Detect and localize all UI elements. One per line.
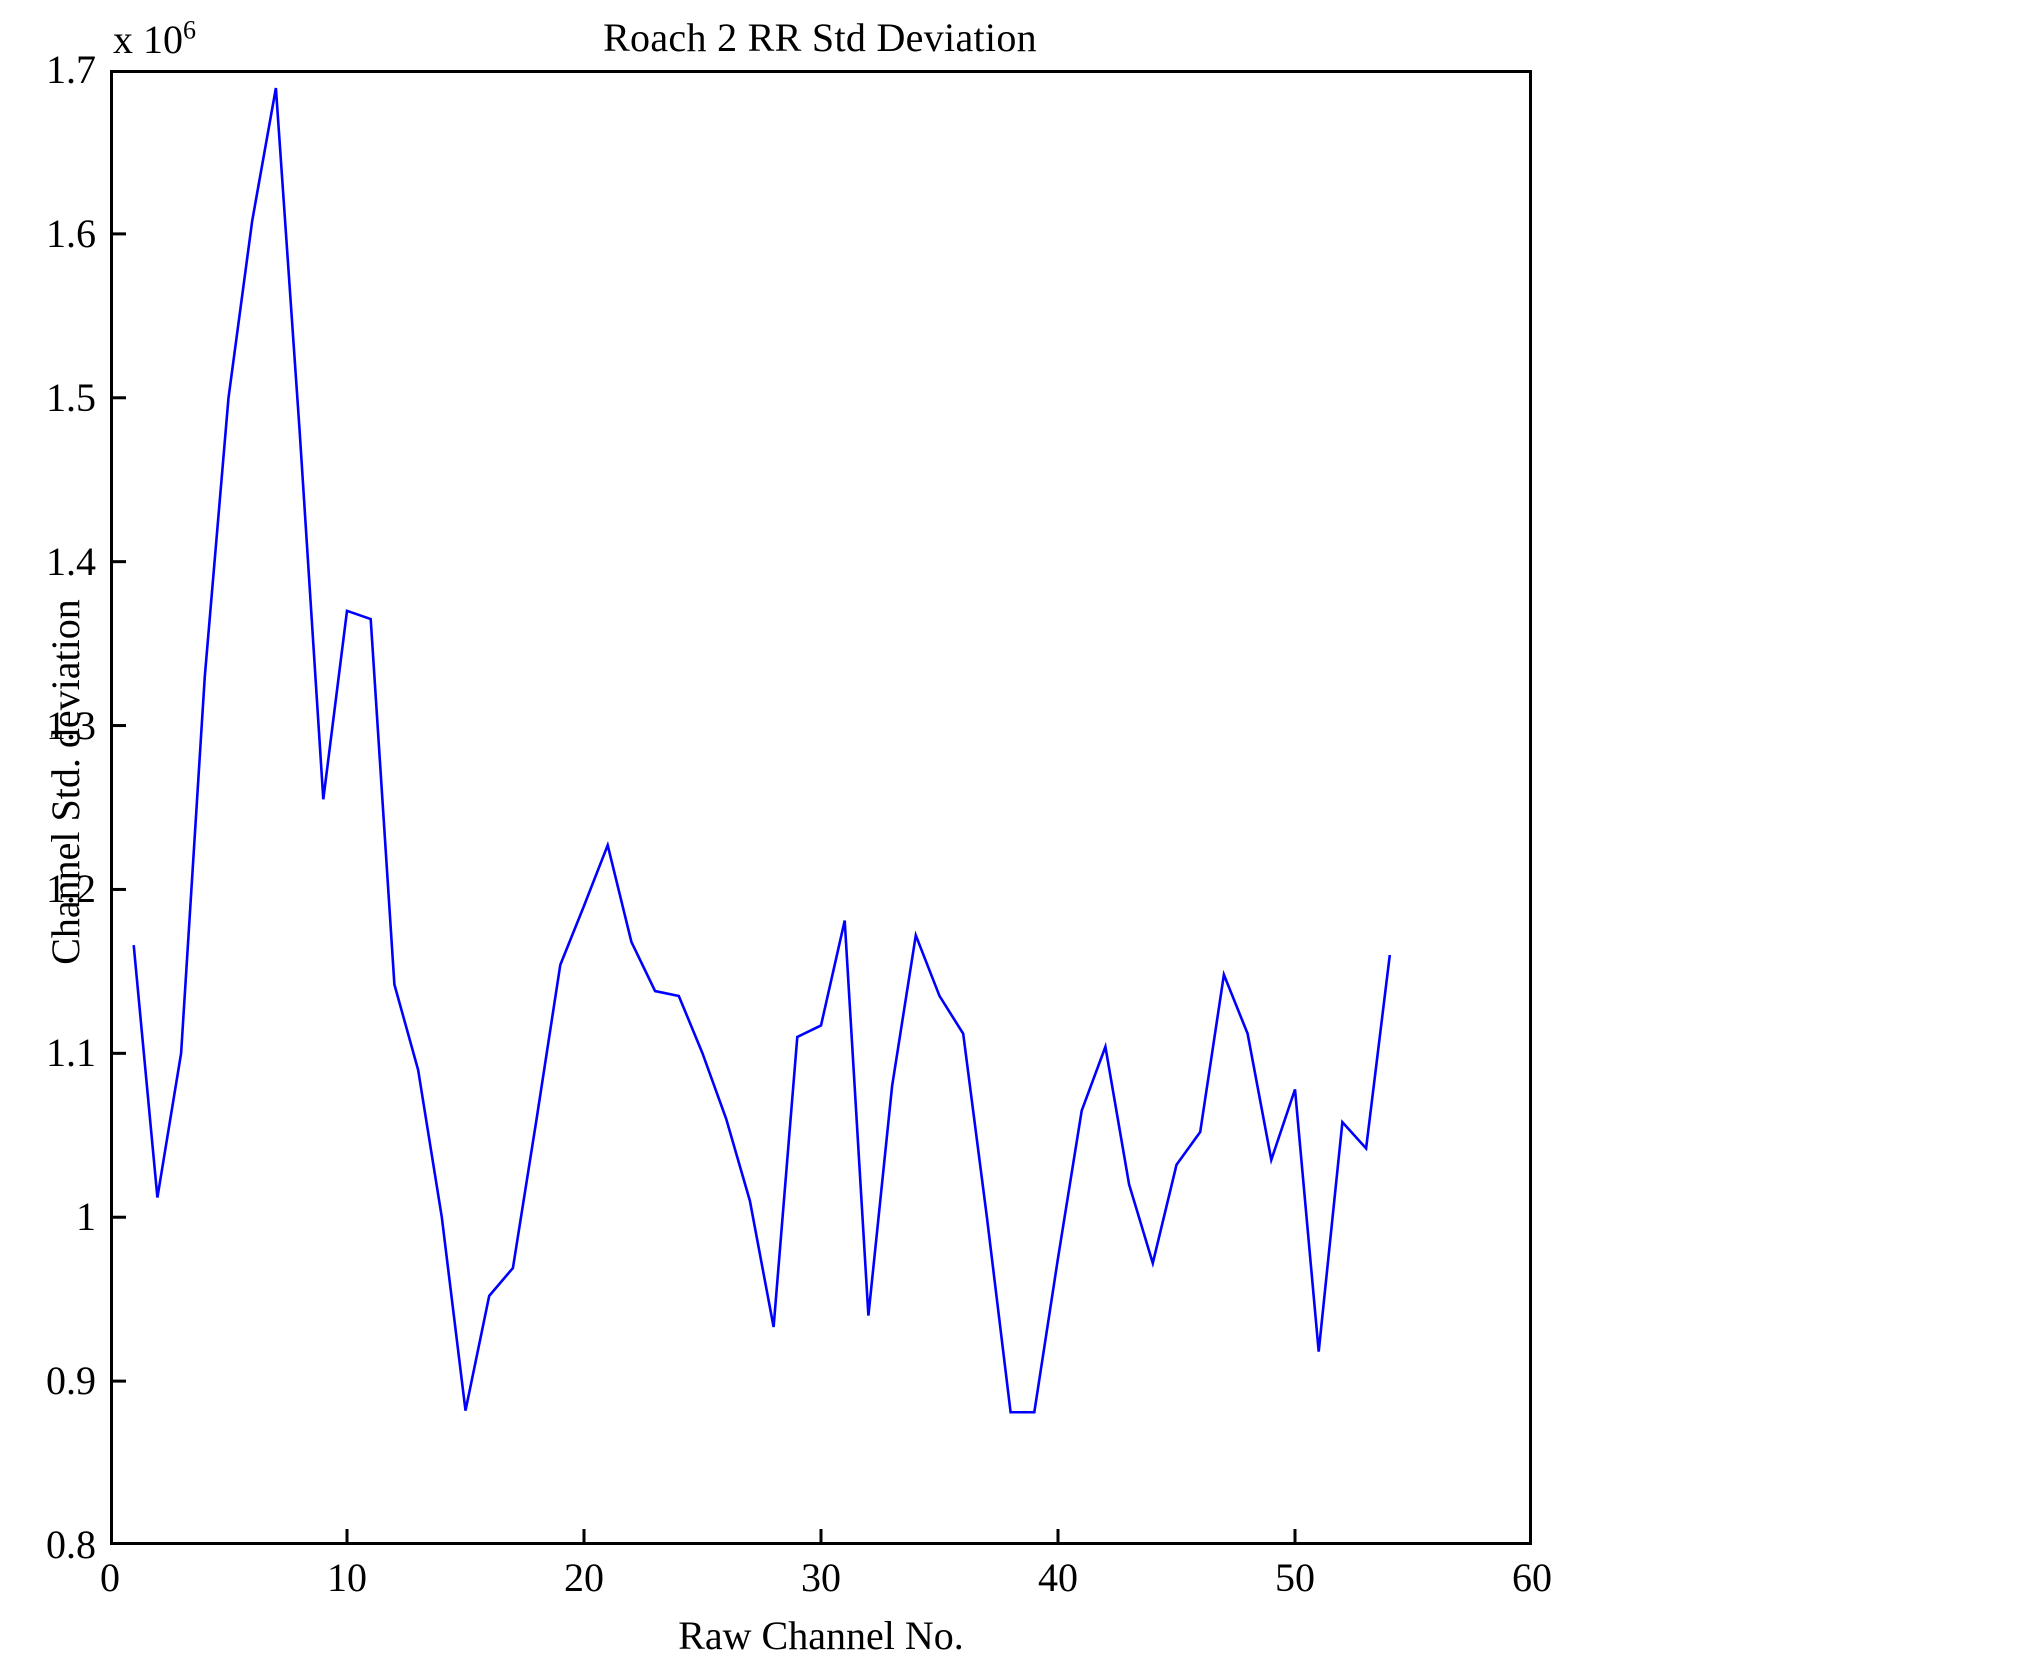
x-axis-tick-label: 20 <box>564 1555 604 1600</box>
x-axis-tick-label: 10 <box>327 1555 367 1600</box>
y-axis-tick-labels: 0.8 0.9 1 1.1 1.2 1.3 1.4 1.5 1.6 1.7 <box>0 0 96 1671</box>
y-axis-tick-label: 0.9 <box>46 1358 96 1404</box>
x-axis-title: Raw Channel No. <box>678 1613 964 1658</box>
y-axis-tick-label: 0.8 <box>46 1522 96 1567</box>
x-axis-tick-label: 0 <box>100 1555 120 1600</box>
y-axis-tick-marks <box>110 232 126 1383</box>
y-axis-tick-label: 1.3 <box>46 702 96 748</box>
data-series-line <box>132 87 1392 1414</box>
y-axis-tick-label: 1.2 <box>46 866 96 912</box>
x-axis-tick-labels: 0 10 20 30 40 50 60 <box>0 1556 2038 1616</box>
y-axis-tick-label: 1.5 <box>46 374 96 420</box>
y-axis-exponent-power: 6 <box>183 15 196 45</box>
plot-area-frame <box>110 70 1532 1545</box>
y-axis-tick-label: 1.7 <box>46 47 96 92</box>
plot-canvas <box>110 87 1392 1545</box>
x-axis-tick-marks <box>345 1529 1297 1545</box>
y-axis-exponent-base: x 10 <box>113 17 183 62</box>
x-axis-tick-label: 40 <box>1038 1555 1078 1600</box>
y-axis-exponent-label: x 106 <box>113 15 196 62</box>
y-axis-title: Channel Std. deviation <box>43 599 88 965</box>
x-axis-tick-label: 60 <box>1512 1555 1552 1600</box>
chart-title: Roach 2 RR Std Deviation <box>603 15 1037 60</box>
y-axis-tick-label: 1 <box>76 1194 96 1240</box>
y-axis-tick-label: 1.4 <box>46 538 96 584</box>
y-axis-tick-label: 1.1 <box>46 1030 96 1076</box>
x-axis-tick-label: 30 <box>801 1555 841 1600</box>
y-axis-tick-label: 1.6 <box>46 210 96 256</box>
x-axis-tick-label: 50 <box>1275 1555 1315 1600</box>
